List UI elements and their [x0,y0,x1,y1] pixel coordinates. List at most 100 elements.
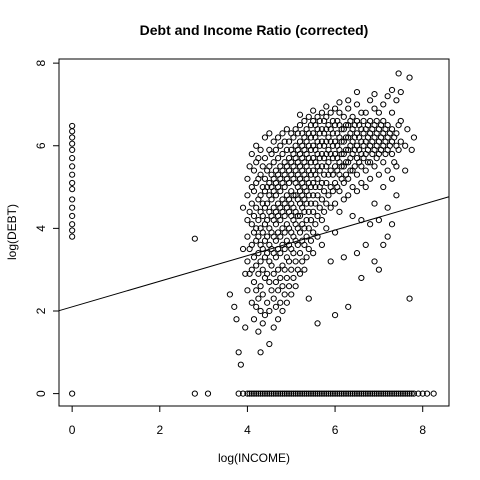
data-point [270,159,277,166]
data-point [395,390,402,397]
data-point [285,138,293,145]
data-point [255,390,262,397]
data-point [253,142,260,149]
data-point [336,188,343,195]
data-point [367,175,374,182]
data-point [233,316,240,323]
data-point [246,163,253,170]
data-point [275,134,282,141]
data-point [69,196,76,203]
data-point [277,233,284,240]
data-point [250,167,258,174]
data-point [336,390,343,397]
data-point [283,146,290,153]
data-point [384,167,391,174]
data-point [338,126,345,133]
data-point [375,109,382,116]
data-point [336,109,343,116]
data-point [345,97,352,104]
data-point [285,283,293,290]
data-point [296,229,304,236]
data-point [310,229,317,236]
data-point [371,390,378,397]
data-point [255,233,262,240]
data-point [329,390,336,397]
data-point [327,258,334,265]
data-point [408,390,415,397]
data-point [305,390,312,397]
data-point [290,250,297,257]
data-point [342,122,350,129]
data-point [325,192,332,199]
data-point [310,390,317,397]
data-point [316,117,323,125]
data-point [248,150,255,158]
data-point [255,155,262,162]
data-point [305,113,312,120]
data-point [327,390,334,397]
data-point [277,188,284,195]
data-point [380,183,387,191]
data-point [351,163,358,170]
data-point [380,117,387,125]
y-tick-label: 2 [34,307,48,314]
data-point [402,390,409,397]
data-point [305,295,312,302]
data-point [384,233,391,240]
data-point [340,254,347,261]
data-point [371,91,378,98]
data-point [340,179,347,187]
data-point [375,390,382,397]
data-point [69,171,76,178]
data-point [285,179,293,187]
data-point [250,316,258,323]
data-point [397,88,404,96]
y-axis: 0 2 4 6 8 [34,59,59,397]
data-point [283,390,290,397]
data-point [259,163,266,170]
data-point [380,390,387,397]
points-layer [69,70,437,397]
data-point [283,126,290,133]
data-point [250,390,258,397]
data-point [191,390,198,397]
data-point [312,183,319,191]
data-point [360,390,367,397]
data-point [404,126,411,133]
data-point [281,229,288,236]
data-point [353,88,361,96]
data-point [388,150,396,158]
data-point [69,227,76,234]
data-point [323,225,330,232]
data-point [69,186,76,193]
data-point [321,171,328,178]
data-point [266,307,273,315]
data-point [264,233,271,240]
data-point [342,159,350,166]
data-point [69,140,76,147]
data-point [257,390,264,397]
data-point [294,212,301,220]
data-point [290,134,297,141]
data-point [397,117,404,125]
data-point [266,390,273,397]
data-point [277,390,284,397]
data-point [362,167,369,174]
data-point [268,390,275,397]
data-point [235,349,242,356]
data-point [384,93,391,100]
data-point [296,212,304,220]
data-point [331,312,339,319]
data-point [244,217,251,224]
data-point [384,390,391,397]
x-tick-label: 0 [69,423,76,437]
data-point [268,287,275,294]
data-point [336,208,343,215]
data-point [349,390,356,397]
data-point [327,204,334,211]
data-point [294,130,301,137]
data-point [345,192,352,199]
data-point [270,390,277,397]
regression-line [58,196,450,312]
